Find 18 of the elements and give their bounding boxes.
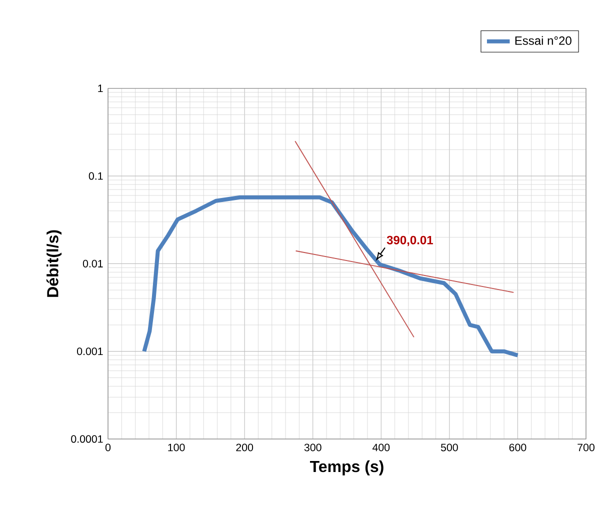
x-tick-label: 300	[304, 444, 322, 452]
y-tick-label: 0.0001	[71, 435, 103, 443]
legend-label: Essai n°20	[515, 36, 572, 45]
x-axis-title: Temps (s)	[310, 460, 384, 476]
y-tick-label: 0.001	[77, 348, 103, 356]
y-tick-label: 0.1	[88, 172, 103, 180]
annotation: 390,0.01	[386, 236, 433, 246]
y-tick-label: 0.01	[82, 260, 103, 268]
line-series	[142, 195, 520, 358]
x-tick-label: 400	[372, 444, 390, 452]
x-tick-label: 500	[440, 444, 458, 452]
x-tick-label: 600	[509, 444, 526, 452]
x-tick-label: 0	[105, 444, 111, 452]
y-axis-title: Débit(l/s)	[46, 230, 62, 297]
x-tick-label: 200	[236, 444, 254, 452]
x-tick-label: 100	[168, 444, 185, 452]
y-tick-label: 1	[98, 84, 103, 92]
x-tick-label: 700	[578, 444, 594, 452]
